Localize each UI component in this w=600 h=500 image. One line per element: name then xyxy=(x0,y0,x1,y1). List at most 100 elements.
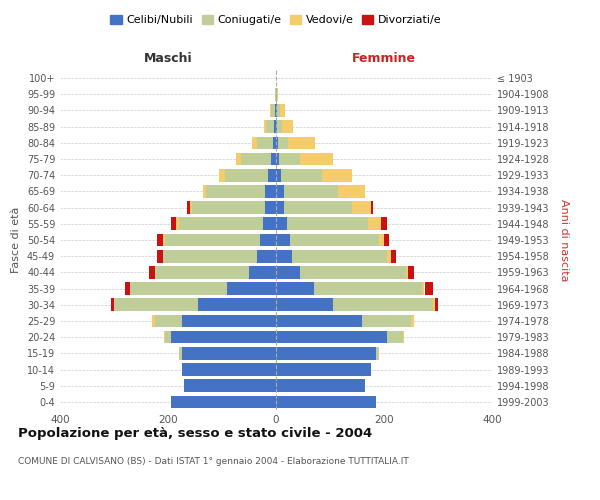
Bar xyxy=(352,202,371,214)
Bar xyxy=(332,298,433,311)
Bar xyxy=(182,363,276,376)
Bar xyxy=(276,314,362,328)
Bar xyxy=(322,169,352,181)
Legend: Celibi/Nubili, Coniugati/e, Vedovi/e, Divorziati/e: Celibi/Nubili, Coniugati/e, Vedovi/e, Di… xyxy=(106,10,446,30)
Bar xyxy=(362,314,411,328)
Bar xyxy=(283,120,293,133)
Bar xyxy=(227,282,276,295)
Bar xyxy=(411,314,414,328)
Bar xyxy=(171,218,176,230)
Bar xyxy=(182,314,276,328)
Bar xyxy=(276,234,290,246)
Bar xyxy=(190,202,193,214)
Bar xyxy=(265,202,276,214)
Bar xyxy=(277,120,283,133)
Bar xyxy=(276,202,284,214)
Bar xyxy=(379,234,384,246)
Bar xyxy=(301,152,332,166)
Bar xyxy=(391,250,397,262)
Bar xyxy=(198,298,276,311)
Bar xyxy=(193,202,265,214)
Bar xyxy=(290,234,379,246)
Bar xyxy=(368,218,382,230)
Bar xyxy=(277,104,280,117)
Bar xyxy=(157,234,163,246)
Bar xyxy=(252,136,257,149)
Bar xyxy=(276,266,301,278)
Text: Maschi: Maschi xyxy=(143,52,193,65)
Bar xyxy=(276,298,332,311)
Bar xyxy=(112,298,114,311)
Bar xyxy=(149,266,155,278)
Bar xyxy=(382,218,386,230)
Bar xyxy=(289,136,316,149)
Bar xyxy=(277,88,278,101)
Bar xyxy=(257,250,276,262)
Bar xyxy=(376,347,379,360)
Bar xyxy=(278,136,289,149)
Bar xyxy=(276,152,278,166)
Bar xyxy=(152,314,155,328)
Bar xyxy=(176,218,179,230)
Bar xyxy=(276,120,277,133)
Bar xyxy=(166,234,260,246)
Bar xyxy=(406,266,409,278)
Bar xyxy=(184,380,276,392)
Bar xyxy=(249,266,276,278)
Bar xyxy=(271,104,275,117)
Bar xyxy=(163,234,166,246)
Bar xyxy=(408,266,413,278)
Bar xyxy=(284,202,352,214)
Bar xyxy=(179,347,182,360)
Bar xyxy=(155,266,249,278)
Bar xyxy=(371,202,373,214)
Bar xyxy=(292,250,387,262)
Bar xyxy=(166,331,171,344)
Bar xyxy=(171,331,276,344)
Bar xyxy=(265,185,276,198)
Bar xyxy=(276,380,365,392)
Bar xyxy=(276,363,371,376)
Bar xyxy=(155,314,182,328)
Bar xyxy=(269,104,271,117)
Bar xyxy=(403,331,404,344)
Bar xyxy=(182,347,276,360)
Bar xyxy=(163,250,257,262)
Bar xyxy=(387,250,391,262)
Bar xyxy=(125,282,130,295)
Bar xyxy=(263,120,266,133)
Bar xyxy=(387,331,403,344)
Text: Popolazione per età, sesso e stato civile - 2004: Popolazione per età, sesso e stato civil… xyxy=(18,428,372,440)
Bar xyxy=(274,120,276,133)
Bar xyxy=(164,331,166,344)
Text: COMUNE DI CALVISANO (BS) - Dati ISTAT 1° gennaio 2004 - Elaborazione TUTTITALIA.: COMUNE DI CALVISANO (BS) - Dati ISTAT 1°… xyxy=(18,458,409,466)
Bar xyxy=(276,396,376,408)
Y-axis label: Anni di nascita: Anni di nascita xyxy=(559,198,569,281)
Bar xyxy=(275,88,276,101)
Bar xyxy=(276,185,284,198)
Bar xyxy=(257,136,274,149)
Text: Femmine: Femmine xyxy=(352,52,416,65)
Bar xyxy=(266,120,274,133)
Bar xyxy=(278,152,301,166)
Bar xyxy=(384,234,389,246)
Bar xyxy=(263,218,276,230)
Bar xyxy=(280,104,285,117)
Bar xyxy=(179,218,263,230)
Bar xyxy=(281,169,322,181)
Bar xyxy=(276,88,277,101)
Bar xyxy=(224,169,268,181)
Bar xyxy=(114,298,198,311)
Bar xyxy=(284,185,338,198)
Bar xyxy=(203,185,206,198)
Bar xyxy=(241,152,271,166)
Bar xyxy=(130,282,227,295)
Bar xyxy=(220,169,225,181)
Bar xyxy=(338,185,365,198)
Bar xyxy=(235,152,241,166)
Bar xyxy=(435,298,438,311)
Bar xyxy=(276,347,376,360)
Bar xyxy=(276,169,281,181)
Bar xyxy=(274,136,276,149)
Bar xyxy=(422,282,424,295)
